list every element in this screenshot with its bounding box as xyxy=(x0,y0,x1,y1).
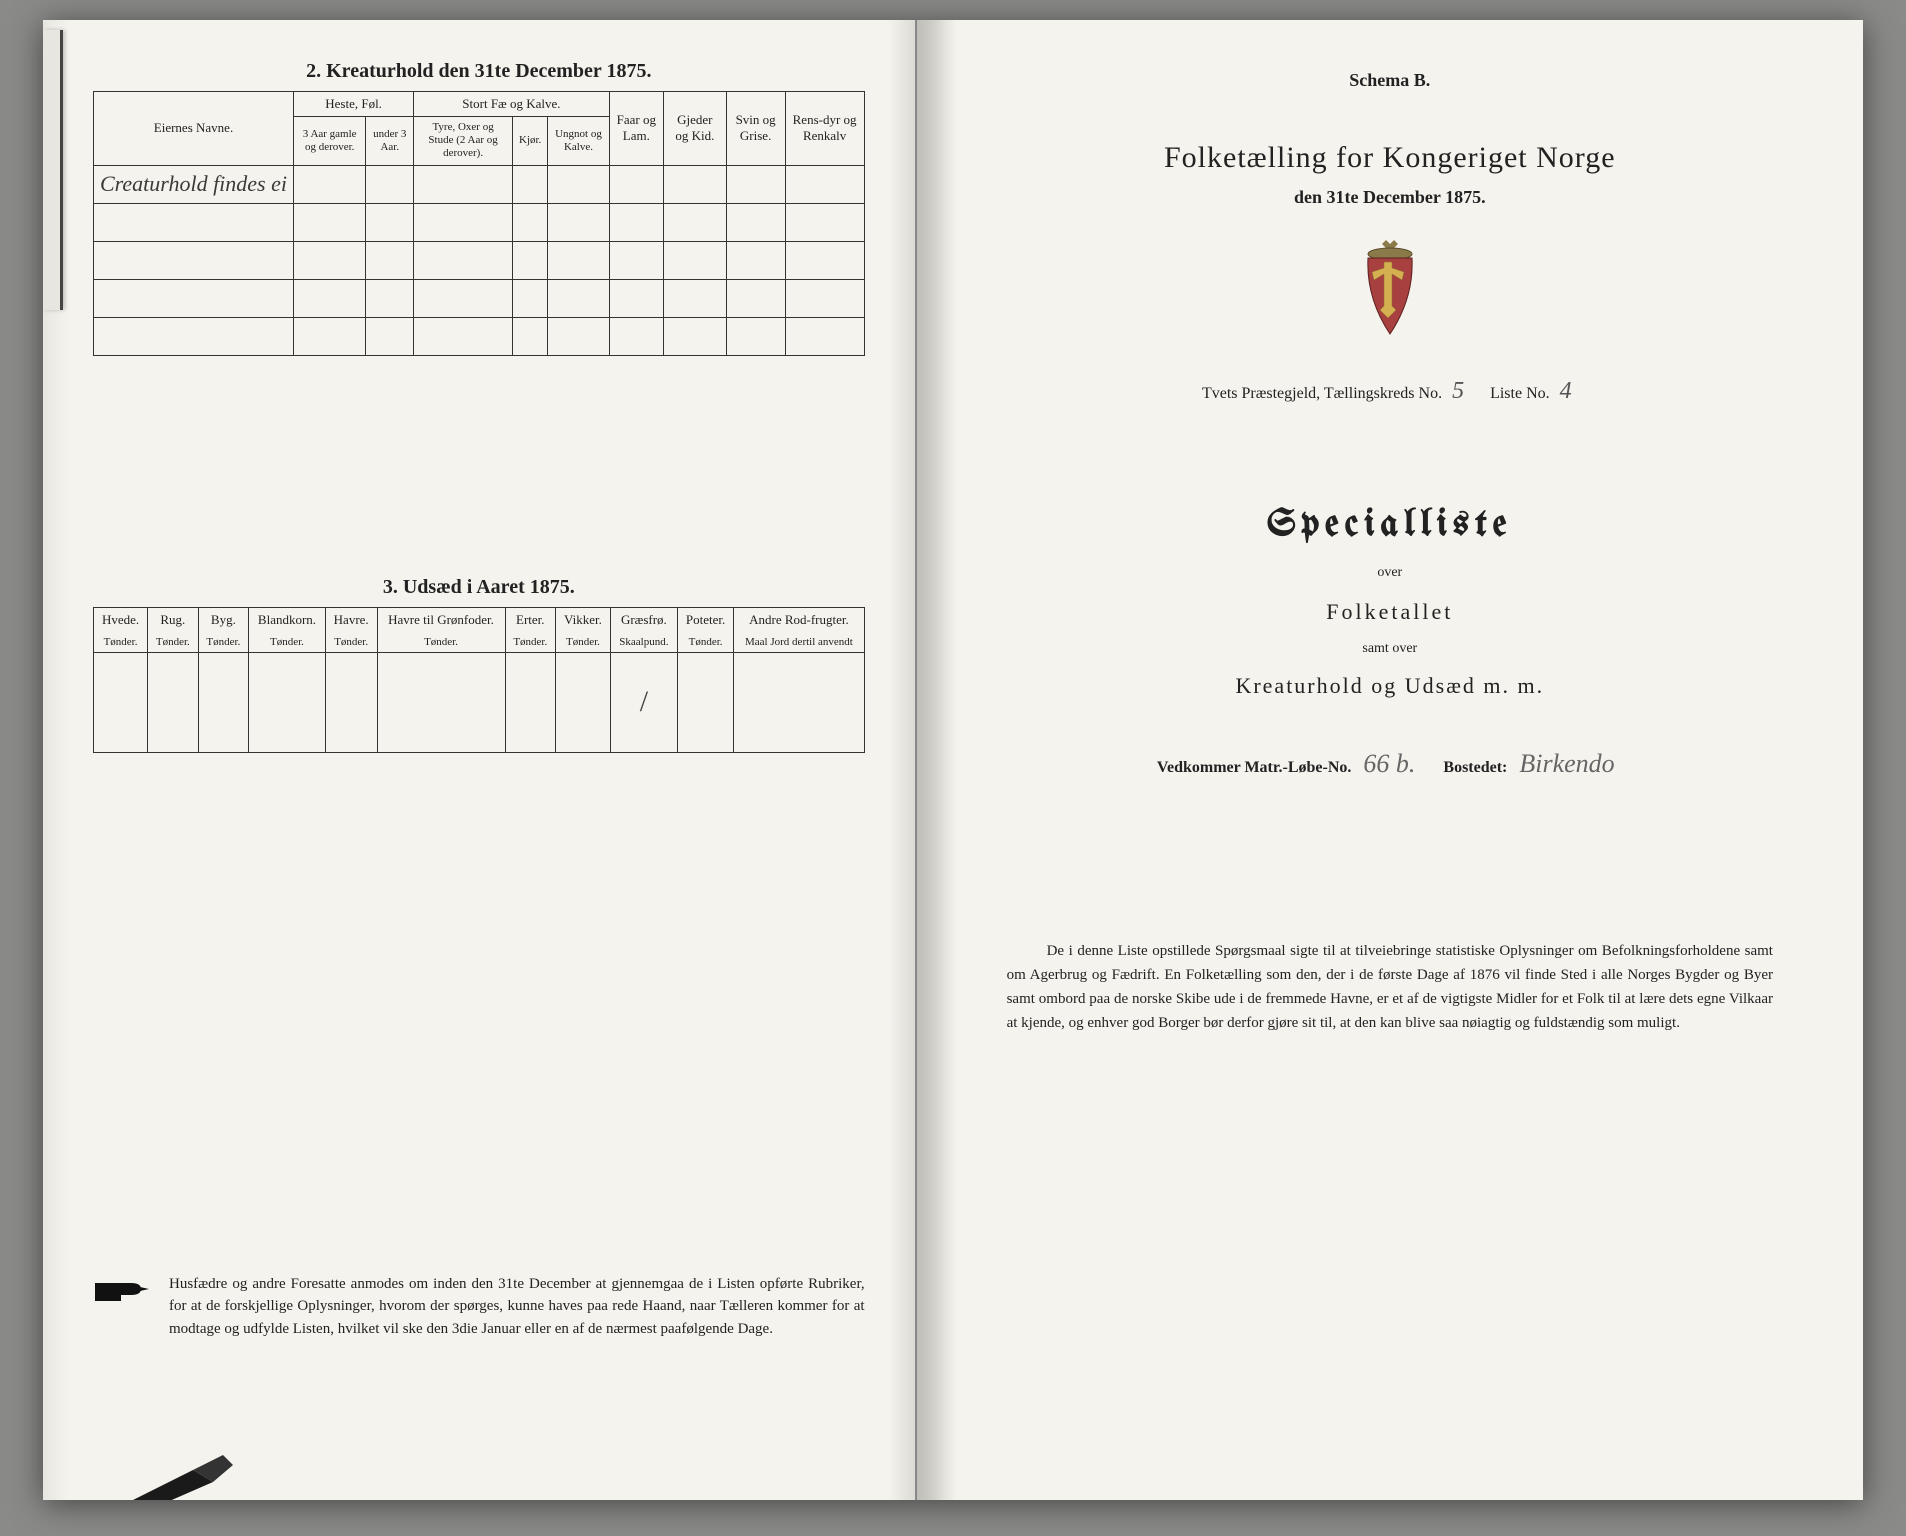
unit: Tønder. xyxy=(556,632,611,653)
matr-lobe-no: 66 b. xyxy=(1355,749,1423,778)
col-poteter: Poteter. xyxy=(677,607,733,632)
unit: Skaalpund. xyxy=(610,632,677,653)
vedkommer-line: Vedkommer Matr.-Løbe-No. 66 b. Bostedet:… xyxy=(967,749,1813,779)
col-vikker: Vikker. xyxy=(556,607,611,632)
col-havre: Havre. xyxy=(325,607,377,632)
unit: Tønder. xyxy=(94,632,148,653)
col-faar: Faar og Lam. xyxy=(609,92,663,166)
unit: Tønder. xyxy=(325,632,377,653)
udsaed-table: Hvede. Rug. Byg. Blandkorn. Havre. Havre… xyxy=(93,607,865,753)
table-row xyxy=(94,279,865,317)
table-row xyxy=(94,241,865,279)
table-row: Creaturhold findes ei xyxy=(94,165,865,203)
sub-heste-1: 3 Aar gamle og derover. xyxy=(294,117,366,166)
col-group-heste: Heste, Føl. xyxy=(294,92,414,117)
col-eiernes: Eiernes Navne. xyxy=(94,92,294,166)
bostedet-label: Bostedet: xyxy=(1443,759,1507,776)
main-title: Folketælling for Kongeriget Norge xyxy=(967,141,1813,175)
book-spread: 2. Kreaturhold den 31te December 1875. E… xyxy=(43,20,1863,1500)
col-rens: Rens-dyr og Renkalv xyxy=(785,92,864,166)
section-3-title: 3. Udsæd i Aaret 1875. xyxy=(93,576,865,599)
kreaturhold-table: Eiernes Navne. Heste, Føl. Stort Fæ og K… xyxy=(93,91,865,356)
unit: Tønder. xyxy=(505,632,556,653)
col-erter: Erter. xyxy=(505,607,556,632)
left-page: 2. Kreaturhold den 31te December 1875. E… xyxy=(43,20,917,1500)
table-row: / xyxy=(94,652,865,752)
bottom-paragraph: De i denne Liste opstillede Spørgsmaal s… xyxy=(967,939,1813,1035)
pen-corner xyxy=(73,1430,253,1500)
col-group-stortfae: Stort Fæ og Kalve. xyxy=(414,92,609,117)
col-svin: Svin og Grise. xyxy=(726,92,785,166)
unit: Tønder. xyxy=(148,632,199,653)
col-havre-gron: Havre til Grønfoder. xyxy=(377,607,505,632)
right-page: Schema B. Folketælling for Kongeriget No… xyxy=(917,20,1863,1500)
tallingskreds-no: 5 xyxy=(1446,378,1470,404)
liste-no: 4 xyxy=(1554,378,1578,404)
sub-heste-2: under 3 Aar. xyxy=(366,117,414,166)
binding-tab xyxy=(43,30,63,310)
fill-line: Tvets Præstegjeld, Tællingskreds No. 5 L… xyxy=(967,378,1813,405)
col-byg: Byg. xyxy=(198,607,249,632)
vedkommer-label: Vedkommer Matr.-Løbe-No. xyxy=(1157,759,1352,776)
col-rug: Rug. xyxy=(148,607,199,632)
sub-fae-3: Ungnot og Kalve. xyxy=(548,117,609,166)
table-row xyxy=(94,203,865,241)
specialliste-title: Specialliste xyxy=(967,505,1813,545)
table-row xyxy=(94,317,865,355)
sub-title: den 31te December 1875. xyxy=(967,187,1813,208)
praestegjeld-label: Tvets Præstegjeld, Tællingskreds No. xyxy=(1202,385,1442,402)
kreaturhold-label: Kreaturhold og Udsæd m. m. xyxy=(967,673,1813,699)
table-unit-row: Tønder. Tønder. Tønder. Tønder. Tønder. … xyxy=(94,632,865,653)
unit: Tønder. xyxy=(677,632,733,653)
table-header-row: Hvede. Rug. Byg. Blandkorn. Havre. Havre… xyxy=(94,607,865,632)
unit: Tønder. xyxy=(377,632,505,653)
pointing-hand-icon xyxy=(93,1273,153,1341)
over-label: over xyxy=(967,565,1813,581)
col-blandkorn: Blandkorn. xyxy=(249,607,326,632)
folketallet-label: Folketallet xyxy=(967,599,1813,625)
unit: Tønder. xyxy=(249,632,326,653)
coat-of-arms-icon xyxy=(967,238,1813,338)
handwritten-slash: / xyxy=(640,685,648,718)
sub-fae-2: Kjør. xyxy=(513,117,548,166)
unit: Maal Jord dertil anvendt xyxy=(734,632,864,653)
footer-note: Husfædre og andre Foresatte anmodes om i… xyxy=(93,1273,865,1341)
section-2-title: 2. Kreaturhold den 31te December 1875. xyxy=(93,60,865,83)
samt-label: samt over xyxy=(967,641,1813,657)
col-andre: Andre Rod-frugter. xyxy=(734,607,864,632)
handwritten-entry: Creaturhold findes ei xyxy=(94,165,294,203)
unit: Tønder. xyxy=(198,632,249,653)
sub-fae-1: Tyre, Oxer og Stude (2 Aar og derover). xyxy=(414,117,513,166)
bostedet-value: Birkendo xyxy=(1511,749,1622,778)
col-gjeder: Gjeder og Kid. xyxy=(664,92,727,166)
col-graesfro: Græsfrø. xyxy=(610,607,677,632)
col-hvede: Hvede. xyxy=(94,607,148,632)
liste-label: Liste No. xyxy=(1490,385,1550,402)
footer-text: Husfædre og andre Foresatte anmodes om i… xyxy=(169,1273,865,1341)
schema-label: Schema B. xyxy=(967,70,1813,91)
